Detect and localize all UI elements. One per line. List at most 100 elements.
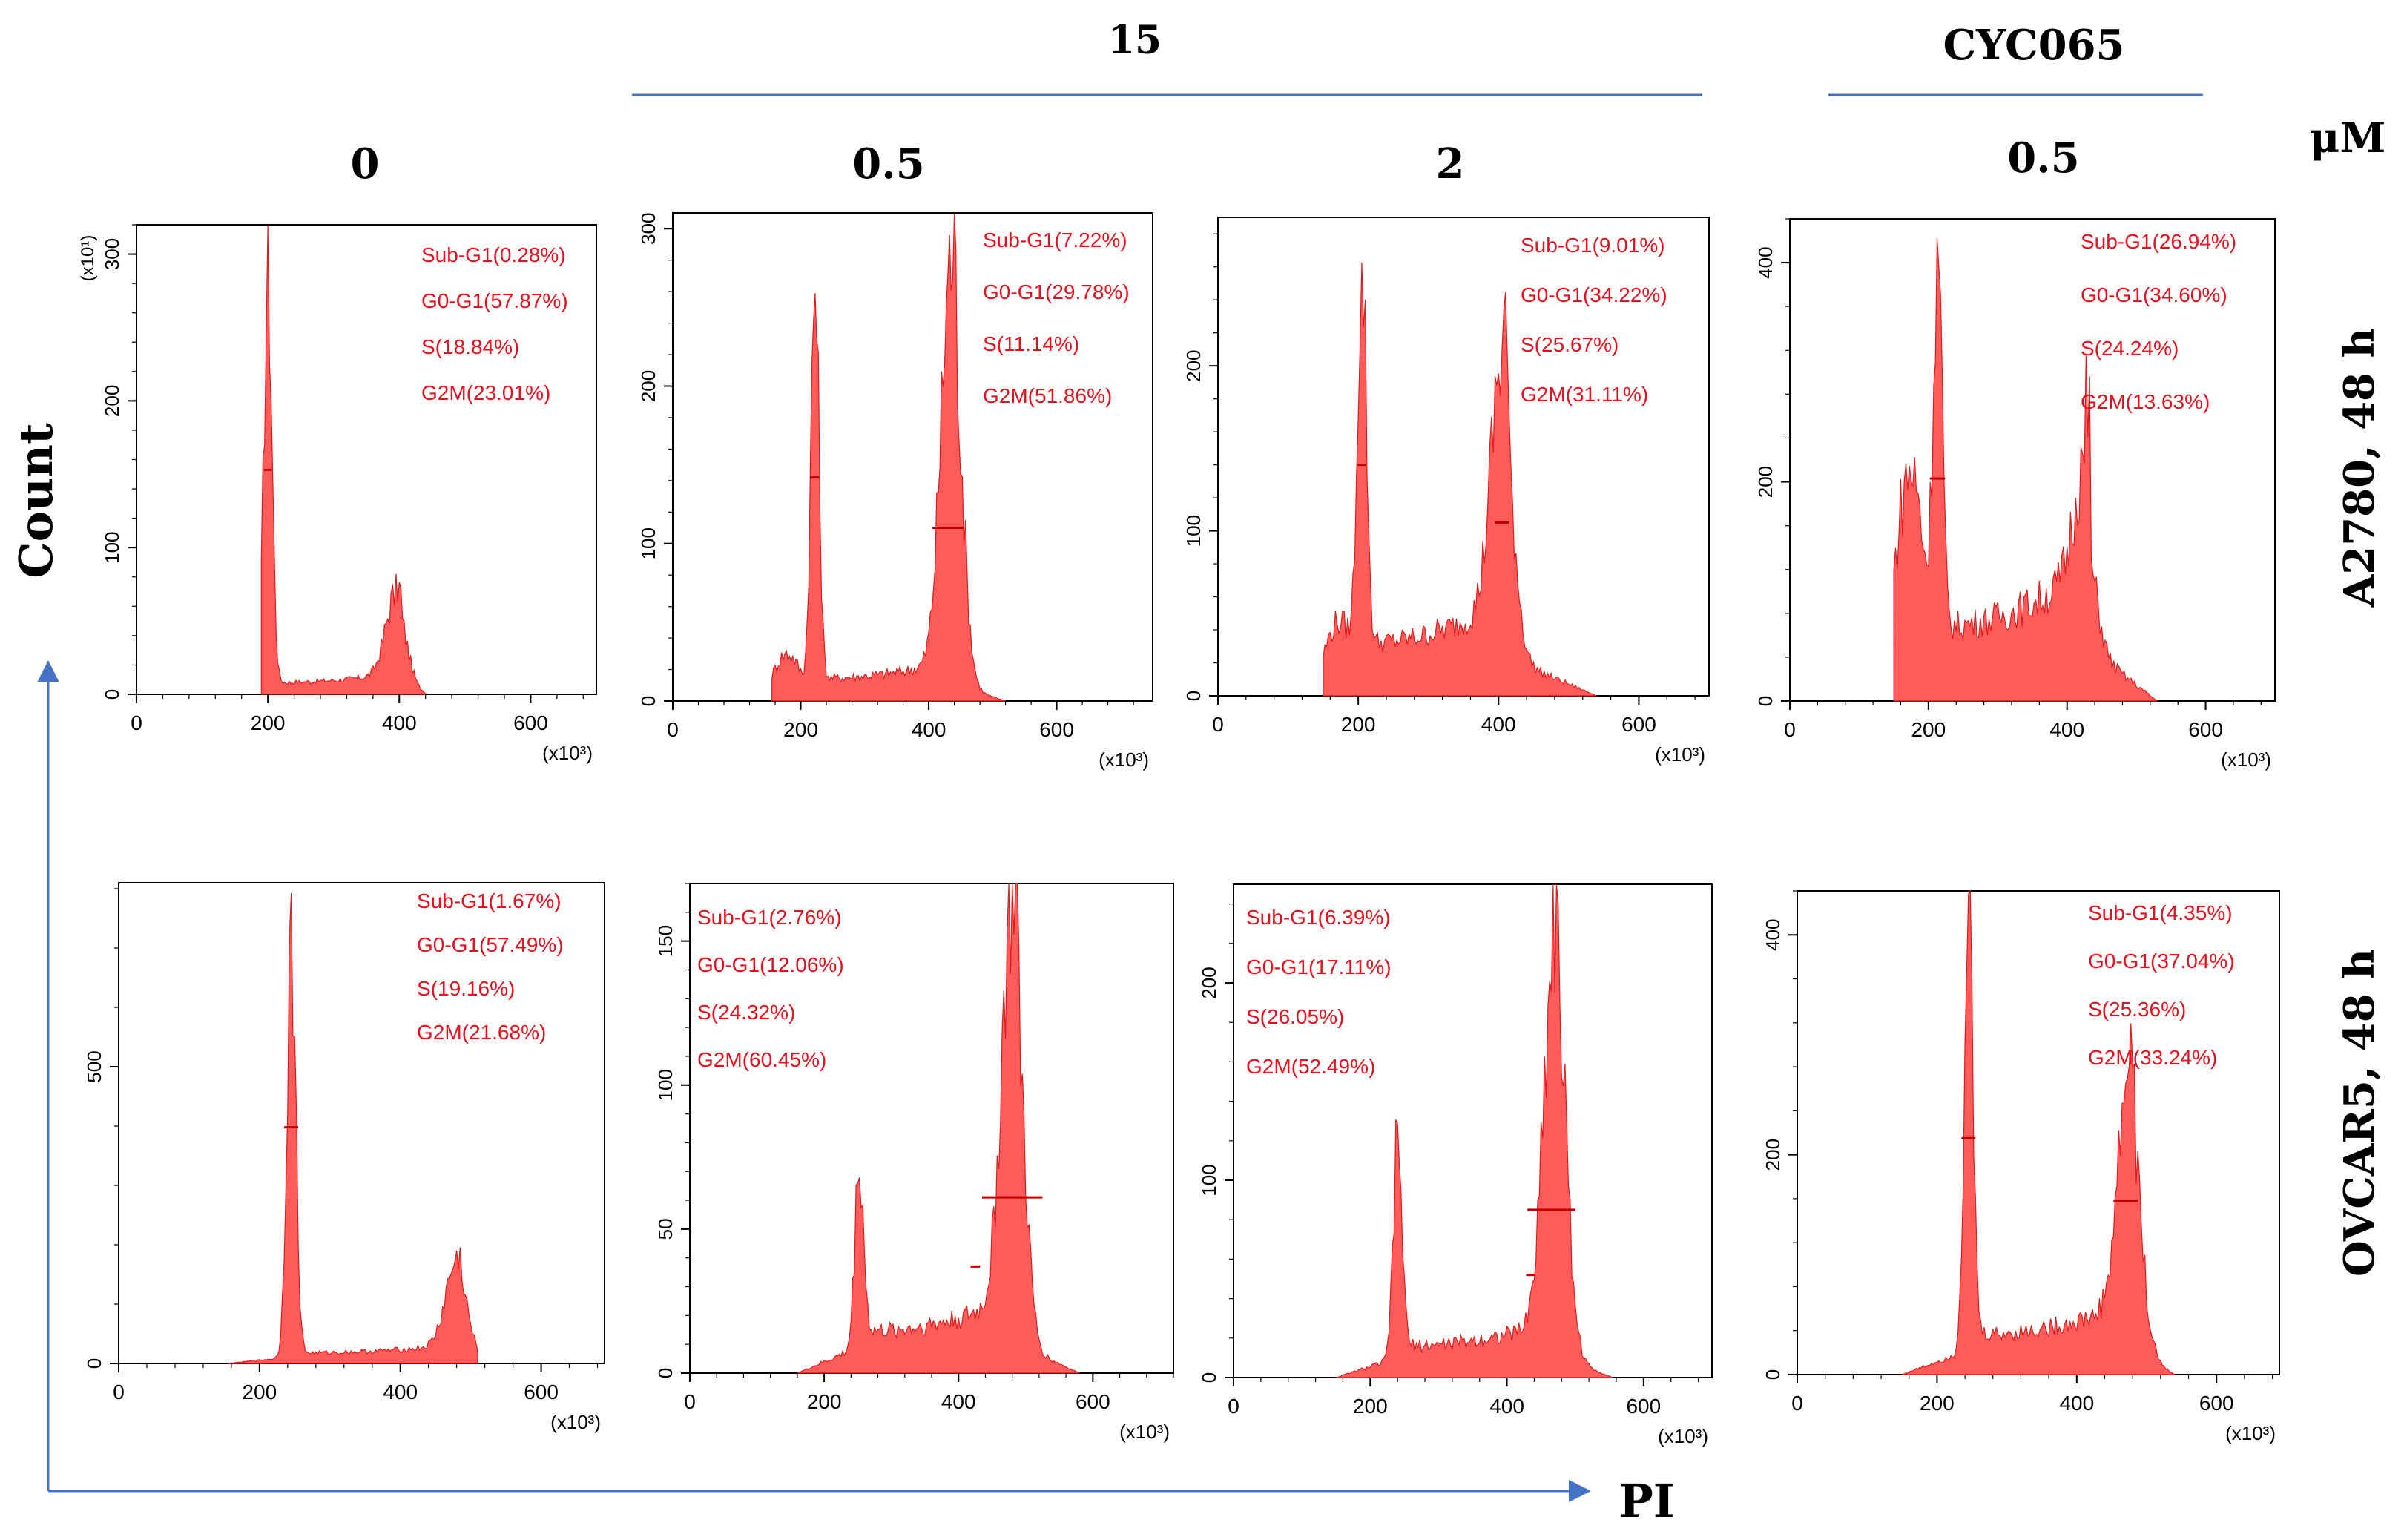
phase-stat-label: G2M(31.11%) [1521, 383, 1648, 406]
phase-stat-label: G2M(51.86%) [983, 384, 1112, 407]
y-tick-label: 0 [1182, 691, 1205, 701]
phase-stat-label: G2M(33.24%) [2088, 1046, 2217, 1069]
x-tick-label: 200 [1341, 713, 1376, 736]
y-tick-label: 50 [654, 1218, 676, 1240]
x-tick-label: 200 [242, 1381, 277, 1404]
x-tick-label: 600 [2188, 718, 2223, 741]
phase-stat-label: G0-G1(17.11%) [1246, 955, 1392, 978]
phase-stat-label: S(19.16%) [417, 977, 515, 1000]
histogram-area [260, 225, 427, 695]
x-tick-label: 400 [383, 1381, 418, 1404]
x-tick-label: 200 [251, 711, 286, 734]
x-tick-label: 0 [1228, 1395, 1239, 1418]
x-tick-label: 0 [1791, 1392, 1803, 1415]
x-tick-label: 0 [1212, 713, 1224, 736]
phase-stat-label: G0-G1(37.04%) [2088, 950, 2235, 973]
phase-stat-label: G0-G1(34.22%) [1521, 283, 1667, 306]
phase-stat-label: Sub-G1(26.94%) [2081, 230, 2236, 253]
phase-stat-label: Sub-G1(6.39%) [1246, 906, 1391, 929]
y-tick-label: 300 [101, 238, 123, 270]
column-label-2: 2 [1436, 139, 1465, 188]
x-axis-multiplier: (x10³) [542, 742, 593, 764]
histogram-panel-5: 0 500 0 200 400 600 (x10³) Sub-G1(1.67%) G0-G1(5… [83, 882, 605, 1433]
phase-stat-label: G0-G1(12.06%) [697, 953, 844, 976]
x-tick-label: 200 [807, 1390, 842, 1413]
phase-stat-label: G2M(23.01%) [421, 381, 550, 404]
phase-stat-label: S(18.84%) [421, 335, 519, 358]
phase-stat-label: S(24.24%) [2081, 337, 2179, 360]
y-tick-label: 100 [101, 531, 123, 563]
phase-stat-label: Sub-G1(2.76%) [697, 906, 842, 929]
y-tick-label: 200 [1198, 967, 1220, 998]
phase-stat-label: Sub-G1(4.35%) [2088, 901, 2233, 924]
histogram-panel-4: 0 200 400 0 200 400 600 (x10³) Sub-G1(26.94%) G0-… [1754, 218, 2276, 771]
histogram-area [1893, 237, 2159, 702]
phase-stat-label: G2M(60.45%) [697, 1048, 826, 1071]
histogram-panels: 0 100 200 300 0 200 400 600 (x10³) (x10¹) Sub-G1(0… [78, 212, 2280, 1447]
y-tick-label: 150 [654, 925, 676, 957]
x-tick-label: 200 [1911, 718, 1946, 741]
histogram-area [797, 883, 1080, 1374]
x-tick-label: 200 [1920, 1392, 1955, 1415]
phase-stat-label: G0-G1(57.49%) [417, 933, 564, 956]
y-tick-label: 200 [1182, 349, 1205, 381]
y-tick-label: 100 [1182, 515, 1205, 547]
phase-stat-label: G2M(52.49%) [1246, 1055, 1375, 1078]
histogram-panel-8: 0 200 400 0 200 400 600 (x10³) Sub-G1(4.35%) G0-G… [1762, 889, 2280, 1444]
row-label-ovcar5: OVCAR5, 48 h [2335, 949, 2384, 1277]
x-axis-multiplier: (x10³) [1655, 743, 1705, 766]
x-tick-label: 0 [131, 711, 142, 734]
x-tick-label: 200 [783, 718, 818, 741]
x-tick-label: 600 [1621, 713, 1656, 736]
histogram-panel-1: 0 100 200 300 0 200 400 600 (x10³) (x10¹) Sub-G1(0… [78, 224, 597, 764]
histogram-area [228, 892, 478, 1364]
x-tick-label: 400 [382, 711, 417, 734]
y-axis-title: Count [9, 423, 63, 579]
x-tick-label: 0 [113, 1381, 125, 1404]
group-a-label: 15 [1108, 18, 1162, 63]
x-axis-multiplier: (x10³) [1658, 1425, 1708, 1447]
histogram-panel-2: 0 100 200 300 0 200 400 600 (x10³) Sub-G1(7.22%) G… [637, 212, 1153, 771]
y-tick-label: 300 [637, 213, 659, 245]
x-tick-label: 400 [1481, 713, 1516, 736]
phase-stat-label: G0-G1(29.78%) [983, 280, 1130, 303]
group-b-label: CYC065 [1943, 21, 2124, 70]
row-label-a2780: A2780, 48 h [2335, 328, 2384, 608]
x-tick-label: 600 [2199, 1392, 2234, 1415]
histogram-area [771, 212, 1006, 702]
column-label-3: 0.5 [2007, 134, 2079, 182]
x-tick-label: 600 [1626, 1395, 1661, 1418]
x-tick-label: 0 [684, 1390, 696, 1413]
y-tick-label: 400 [1754, 246, 1776, 278]
x-tick-label: 0 [1784, 718, 1796, 741]
phase-stat-label: S(26.05%) [1246, 1005, 1344, 1028]
x-tick-label: 400 [941, 1390, 976, 1413]
x-axis-multiplier: (x10³) [1119, 1421, 1170, 1443]
x-axis-multiplier: (x10³) [550, 1411, 601, 1433]
y-tick-label: 0 [1754, 696, 1776, 706]
x-tick-label: 600 [1076, 1390, 1110, 1413]
y-tick-label: 200 [1754, 466, 1776, 498]
column-label-0: 0 [351, 139, 380, 188]
x-tick-label: 200 [1353, 1395, 1388, 1418]
y-tick-label: 0 [101, 689, 123, 700]
y-tick-label: 200 [101, 385, 123, 417]
phase-stat-label: G2M(21.68%) [417, 1021, 546, 1044]
phase-stat-label: S(25.67%) [1521, 333, 1618, 356]
y-tick-label: 200 [1762, 1139, 1784, 1171]
x-tick-label: 600 [524, 1381, 559, 1404]
y-tick-label: 100 [637, 527, 659, 559]
unit-label: μM [2310, 113, 2386, 162]
phase-stat-label: G0-G1(57.87%) [421, 289, 568, 312]
phase-stat-label: S(24.32%) [697, 1001, 795, 1024]
histogram-panel-7: 0 100 200 0 200 400 600 (x10³) Sub-G1(6.39%) G0-G… [1198, 883, 1713, 1447]
y-tick-label: 0 [654, 1368, 676, 1378]
phase-stat-label: S(11.14%) [983, 332, 1079, 355]
y-tick-label: 100 [654, 1069, 676, 1101]
histogram-area [1902, 889, 2176, 1375]
x-tick-label: 0 [667, 718, 679, 741]
x-tick-label: 400 [2059, 1392, 2094, 1415]
x-tick-label: 400 [2049, 718, 2084, 741]
phase-stat-label: Sub-G1(9.01%) [1521, 234, 1665, 257]
